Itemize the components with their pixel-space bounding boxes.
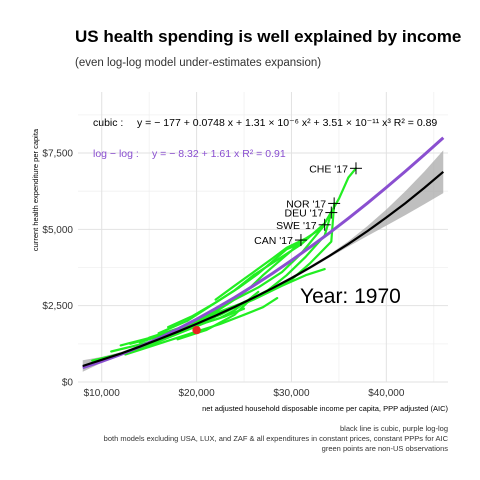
loglog-line [82, 136, 445, 370]
grid-lines [78, 92, 448, 383]
country-label: NOR '17 [286, 198, 326, 210]
model-lines [82, 136, 445, 370]
axis-ticks: $10,000 $20,000 $30,000 $40,000 $0 $2,500 $5,0… [42, 149, 404, 399]
x-tick-label: $30,000 [273, 388, 310, 399]
y-tick-label: $7,500 [42, 149, 73, 160]
y-tick-label: $0 [62, 378, 74, 389]
cubic-equation: y = − 177 + 0.0748 x + 1.31 × 10⁻⁶ x² + … [137, 117, 437, 129]
country-label: CHE '17 [309, 163, 348, 175]
observation-trace [214, 228, 321, 301]
loglog-equation: y = − 8.32 + 1.61 x R² = 0.91 [152, 148, 286, 160]
caption-line-3: green points are non-US observations [322, 444, 449, 453]
x-axis-label: net adjusted household disposable income… [202, 404, 448, 413]
caption-line-2: both models excluding USA, LUX, and ZAF … [104, 434, 449, 443]
chart-subtitle: (even log-log model under-estimates expa… [75, 57, 321, 69]
x-tick-label: $20,000 [179, 388, 216, 399]
country-label: DEU '17 [285, 208, 324, 220]
country-label: SWE '17 [276, 220, 317, 232]
caption-line-1: black line is cubic, purple log-log [340, 424, 448, 433]
x-tick-label: $10,000 [84, 388, 121, 399]
observation-trace [176, 295, 255, 341]
observation-trace [167, 242, 302, 329]
y-tick-label: $5,000 [42, 225, 73, 236]
chart-title: US health spending is well explained by … [75, 27, 461, 46]
us-point [192, 325, 201, 335]
year-label: Year: 1970 [300, 285, 401, 308]
country-label: CAN '17 [254, 235, 293, 247]
y-tick-label: $2,500 [42, 301, 73, 312]
loglog-label: log − log : [93, 148, 139, 160]
observation-trace [124, 297, 279, 356]
y-axis-label: current health expenditure per capita [31, 128, 40, 251]
x-tick-label: $40,000 [368, 388, 405, 399]
cubic-line [82, 170, 445, 368]
cubic-label: cubic : [93, 117, 123, 129]
